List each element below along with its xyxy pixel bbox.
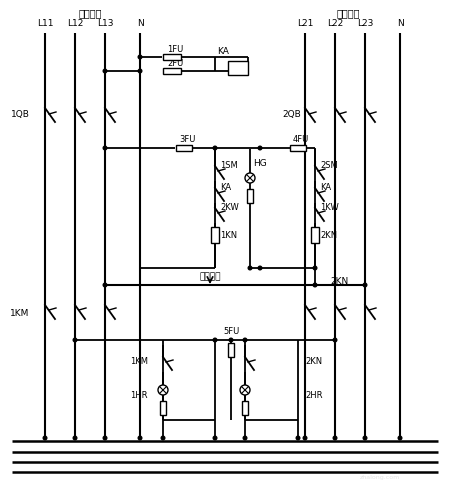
Bar [163,68,181,74]
Text: 1FU: 1FU [167,45,183,55]
Text: HG: HG [253,158,267,168]
Text: L23: L23 [357,19,373,29]
Text: N: N [396,19,403,29]
Bar [290,145,306,151]
Circle shape [243,436,247,440]
Text: 1KM: 1KM [10,308,30,318]
Circle shape [213,436,217,440]
Text: 2SM: 2SM [320,162,338,170]
Circle shape [243,338,247,342]
Circle shape [248,266,252,270]
Text: 1KM: 1KM [130,357,148,367]
Text: N: N [137,19,144,29]
Circle shape [398,436,402,440]
Bar [311,227,319,243]
Text: 1SM: 1SM [220,162,238,170]
Text: KA: KA [320,184,331,192]
Circle shape [103,69,107,73]
Circle shape [245,173,255,183]
Circle shape [213,338,217,342]
Circle shape [258,266,262,270]
Text: 备用电源: 备用电源 [336,8,360,18]
Text: L13: L13 [97,19,113,29]
Text: L22: L22 [327,19,343,29]
Text: 3FU: 3FU [179,135,195,145]
Text: 2KW: 2KW [220,204,239,212]
Text: 1HR: 1HR [130,391,148,399]
Circle shape [258,146,262,150]
Circle shape [73,338,77,342]
Bar [211,227,219,243]
Circle shape [229,338,233,342]
Circle shape [363,283,367,287]
Text: 1KW: 1KW [320,204,339,212]
Text: zhalong.com: zhalong.com [360,475,400,481]
Text: 2HR: 2HR [305,391,323,399]
Text: 工作电源: 工作电源 [78,8,102,18]
Bar [163,54,181,60]
Circle shape [158,385,168,395]
Circle shape [333,436,337,440]
Circle shape [213,146,217,150]
Circle shape [138,55,142,59]
Text: L21: L21 [297,19,313,29]
Text: 自动切换: 自动切换 [199,273,221,281]
Bar [160,401,166,415]
Circle shape [103,283,107,287]
Circle shape [303,436,307,440]
Text: L11: L11 [37,19,53,29]
Bar [247,189,253,203]
Text: 2FU: 2FU [167,59,183,69]
Circle shape [161,436,165,440]
Text: 4FU: 4FU [293,135,309,145]
Text: 2KN: 2KN [320,230,337,240]
Circle shape [363,436,367,440]
Text: KA: KA [220,184,231,192]
Circle shape [103,436,107,440]
Circle shape [138,69,142,73]
Circle shape [313,283,317,287]
Bar [228,61,248,75]
Text: 2QB: 2QB [283,111,302,119]
Bar [176,145,192,151]
Bar [228,343,234,357]
Bar [242,401,248,415]
Text: KA: KA [217,46,229,56]
Circle shape [240,385,250,395]
Text: 5FU: 5FU [223,327,239,337]
Text: 2KN: 2KN [305,357,322,367]
Circle shape [333,338,337,342]
Text: 1QB: 1QB [10,111,29,119]
Circle shape [73,436,77,440]
Circle shape [296,436,300,440]
Circle shape [313,266,317,270]
Circle shape [43,436,47,440]
Text: L12: L12 [67,19,83,29]
Text: 1KN: 1KN [220,230,237,240]
Circle shape [103,146,107,150]
Circle shape [138,436,142,440]
Text: 2KN: 2KN [330,278,348,286]
